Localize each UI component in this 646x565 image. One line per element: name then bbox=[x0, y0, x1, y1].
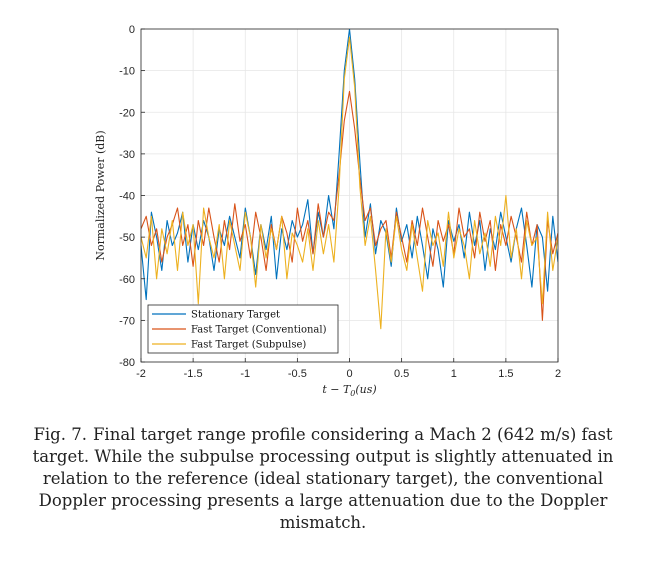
y-tick-label: -70 bbox=[119, 315, 135, 327]
legend-label-stationary-target: Stationary Target bbox=[191, 310, 280, 321]
figure: -2 -1.5 -1 -0.5 0 0.5 1 1.5 2 0 -10 -20 -30 -40 -50 -60… bbox=[94, 24, 561, 398]
x-tick-label: 0 bbox=[346, 368, 352, 380]
y-tick-label: -80 bbox=[119, 357, 135, 369]
x-axis-label: t − T0(us) bbox=[322, 383, 376, 398]
ticks: -2 -1.5 -1 -0.5 0 0.5 1 1.5 2 0 -10 -20 -30 -40 -50 -60… bbox=[119, 24, 561, 380]
y-tick-label: -40 bbox=[119, 191, 135, 203]
legend-label-fast-target-conventional: Fast Target (Conventional) bbox=[191, 325, 327, 336]
x-tick-label: 0.5 bbox=[394, 368, 409, 380]
caption-text: Final target range profile considering a… bbox=[32, 425, 614, 532]
y-tick-label: -60 bbox=[119, 274, 135, 286]
y-axis-label: Normalized Power (dB) bbox=[94, 130, 107, 260]
y-tick-label: -20 bbox=[119, 107, 135, 119]
x-tick-label: -2 bbox=[136, 368, 146, 380]
x-tick-label: -0.5 bbox=[288, 368, 307, 380]
x-tick-label: -1.5 bbox=[184, 368, 203, 380]
x-tick-label: -1 bbox=[240, 368, 250, 380]
series-group bbox=[141, 29, 558, 330]
series-line-stationary-target bbox=[141, 29, 558, 301]
y-tick-label: 0 bbox=[129, 24, 135, 36]
y-tick-label: -30 bbox=[119, 149, 135, 161]
y-tick-label: -50 bbox=[119, 232, 135, 244]
series-line-fast-target-subpulse bbox=[141, 36, 558, 330]
legend-label-fast-target-subpulse: Fast Target (Subpulse) bbox=[191, 340, 306, 351]
legend: Stationary Target Fast Target (Convention… bbox=[147, 304, 339, 354]
x-tick-label: 1 bbox=[451, 368, 457, 380]
x-tick-label: 2 bbox=[555, 368, 561, 380]
series-line-fast-target-conventional bbox=[141, 90, 558, 321]
line-chart: -2 -1.5 -1 -0.5 0 0.5 1 1.5 2 0 -10 -20 -30 -40 -50 -60… bbox=[94, 24, 561, 398]
x-tick-label: 1.5 bbox=[498, 368, 513, 380]
caption-number: Fig. 7. bbox=[33, 425, 87, 444]
y-tick-label: -10 bbox=[119, 66, 135, 78]
figure-caption: Fig. 7. Final target range profile consid… bbox=[22, 424, 624, 534]
